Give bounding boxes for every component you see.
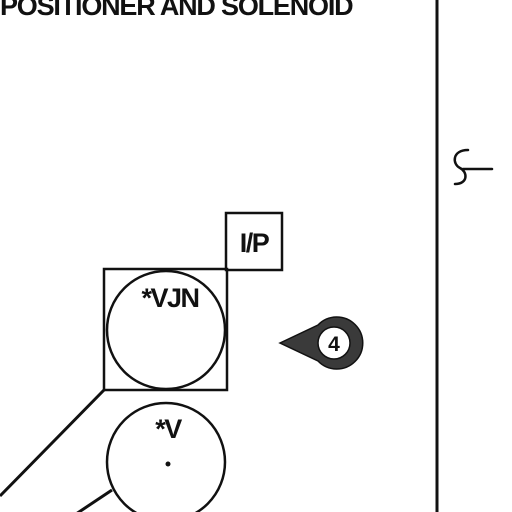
connection-line-upper [0, 388, 106, 498]
v-circle [105, 401, 227, 512]
v-center-dot [165, 461, 171, 467]
v-label: *V [155, 414, 182, 444]
connection-line-lower [76, 488, 113, 512]
s-break-icon [453, 148, 494, 186]
callout-inner-circle [317, 326, 351, 360]
diagram-title: POSITIONER AND SOLENOID [0, 0, 353, 21]
instrument-v: *V [105, 401, 227, 512]
balloon-callout-icon: 4 [278, 316, 364, 370]
ip-box [224, 211, 284, 272]
callout-number: 4 [328, 333, 340, 356]
ip-label: I/P [240, 228, 270, 258]
ip-transducer: I/P [224, 211, 284, 272]
instrument-vjn: *VJN [102, 267, 229, 392]
vjn-label: *VJN [141, 283, 198, 313]
vjn-circle [105, 269, 227, 391]
